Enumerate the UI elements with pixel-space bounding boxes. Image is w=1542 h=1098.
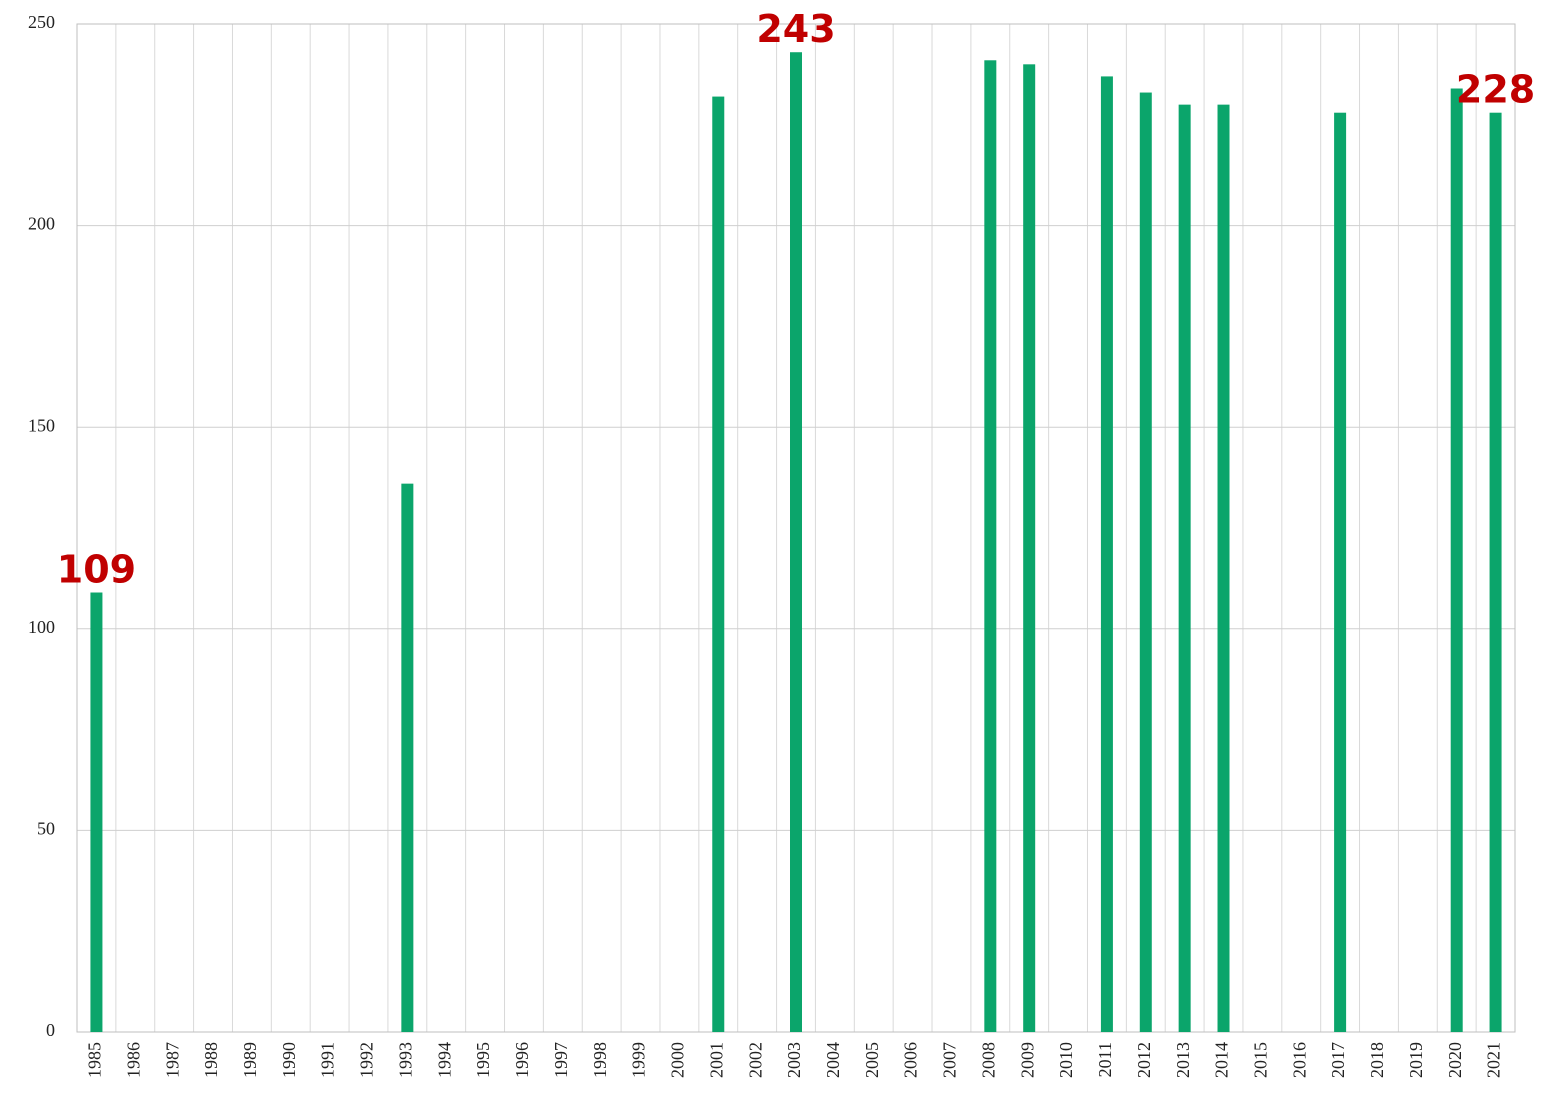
value-label: 243 — [756, 7, 835, 51]
x-tick-label: 2020 — [1445, 1042, 1465, 1078]
x-tick-label: 2006 — [901, 1042, 921, 1078]
x-tick-label: 1998 — [590, 1042, 610, 1078]
value-label: 109 — [57, 548, 136, 592]
y-tick-label: 200 — [28, 214, 55, 234]
x-tick-label: 1996 — [512, 1042, 532, 1078]
bar — [1334, 112, 1347, 1033]
x-tick-label: 2014 — [1212, 1042, 1232, 1078]
x-tick-label: 1997 — [551, 1042, 571, 1078]
bar — [984, 60, 997, 1032]
x-tick-label: 2002 — [745, 1042, 765, 1078]
y-tick-label: 250 — [28, 12, 55, 32]
x-tick-label: 1988 — [201, 1042, 221, 1078]
bar — [401, 483, 414, 1032]
x-tick-label: 2009 — [1017, 1042, 1037, 1078]
x-tick-label: 2011 — [1095, 1042, 1115, 1077]
x-tick-label: 2016 — [1289, 1042, 1309, 1078]
x-tick-label: 1991 — [318, 1042, 338, 1078]
bar — [790, 52, 802, 1032]
bar — [1489, 112, 1502, 1033]
x-tick-label: 1989 — [240, 1042, 260, 1078]
bar — [1178, 104, 1191, 1032]
bar — [90, 592, 103, 1032]
x-tick-label: 1990 — [279, 1042, 299, 1078]
y-tick-label: 100 — [28, 617, 55, 637]
value-label: 228 — [1456, 68, 1535, 112]
x-tick-label: 2018 — [1367, 1042, 1387, 1078]
bar — [1100, 76, 1113, 1032]
bar — [712, 96, 725, 1033]
y-tick-label: 50 — [37, 819, 55, 839]
bar — [1217, 104, 1230, 1032]
x-tick-label: 1986 — [123, 1042, 143, 1078]
x-tick-label: 2012 — [1134, 1042, 1154, 1078]
x-tick-label: 2019 — [1406, 1042, 1426, 1078]
x-tick-label: 2013 — [1173, 1042, 1193, 1078]
x-tick-label: 2015 — [1251, 1042, 1271, 1078]
x-tick-label: 2001 — [706, 1042, 726, 1078]
x-tick-label: 1992 — [357, 1042, 377, 1078]
x-tick-label: 1987 — [162, 1042, 182, 1078]
x-tick-label: 1999 — [629, 1042, 649, 1078]
x-tick-label: 1993 — [395, 1042, 415, 1078]
x-tick-label: 2017 — [1328, 1042, 1348, 1078]
x-tick-label: 1995 — [473, 1042, 493, 1078]
bar — [1450, 88, 1463, 1032]
x-tick-label: 2003 — [784, 1042, 804, 1078]
bar — [1023, 64, 1036, 1032]
x-tick-label: 1985 — [85, 1042, 105, 1078]
bar — [1139, 92, 1152, 1032]
x-tick-label: 2005 — [862, 1042, 882, 1078]
x-tick-label: 2008 — [978, 1042, 998, 1078]
x-tick-label: 2007 — [940, 1042, 960, 1078]
x-tick-label: 1994 — [434, 1042, 454, 1078]
x-tick-label: 2010 — [1056, 1042, 1076, 1078]
y-tick-label: 0 — [46, 1020, 55, 1040]
x-tick-label: 2000 — [668, 1042, 688, 1078]
y-tick-label: 150 — [28, 415, 55, 435]
x-tick-label: 2021 — [1484, 1042, 1504, 1078]
x-tick-label: 2004 — [823, 1042, 843, 1078]
